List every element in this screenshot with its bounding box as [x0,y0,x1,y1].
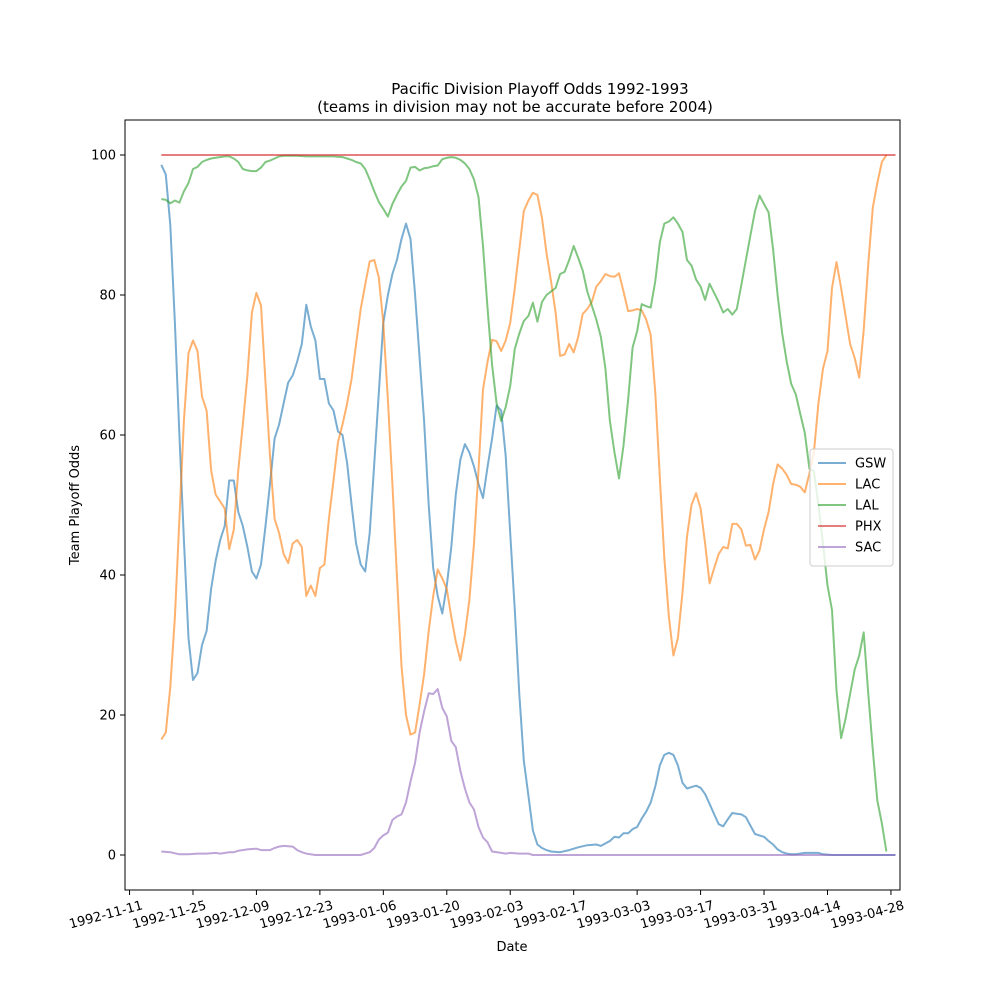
chart-subtitle: (teams in division may not be accurate b… [317,98,713,116]
series-line-gsw [160,164,896,856]
y-tick-label: 100 [91,149,116,164]
legend: GSW LAC LAL PHX SAC [809,448,894,567]
x-axis-label: Date [496,940,527,955]
series-line-lac [160,154,888,741]
y-tick-label: 60 [99,429,116,444]
series-line-lal [161,154,888,852]
y-tick-label: 80 [99,289,116,304]
legend-label-phx: PHX [855,520,882,535]
series-line-sac [161,688,896,856]
chart-title: Pacific Division Playoff Odds 1992-1993 [391,80,688,98]
legend-label-lal: LAL [855,499,879,514]
plot-lines [160,154,896,856]
y-tick-label: 40 [99,569,116,584]
legend-label-lac: LAC [855,478,880,493]
legend-label-sac: SAC [855,541,881,556]
y-tick-label: 0 [108,849,116,864]
legend-box [809,448,894,567]
y-axis: 0 20 40 60 80 100 [91,149,125,864]
x-tick-label: 1993-04-28 [829,898,906,932]
y-tick-label: 20 [99,709,116,724]
x-axis: 1992-11-111992-11-251992-12-091992-12-23… [68,890,906,932]
y-axis-label: Team Playoff Odds [68,445,83,566]
legend-label-gsw: GSW [855,457,886,472]
plot-frame [124,119,901,891]
